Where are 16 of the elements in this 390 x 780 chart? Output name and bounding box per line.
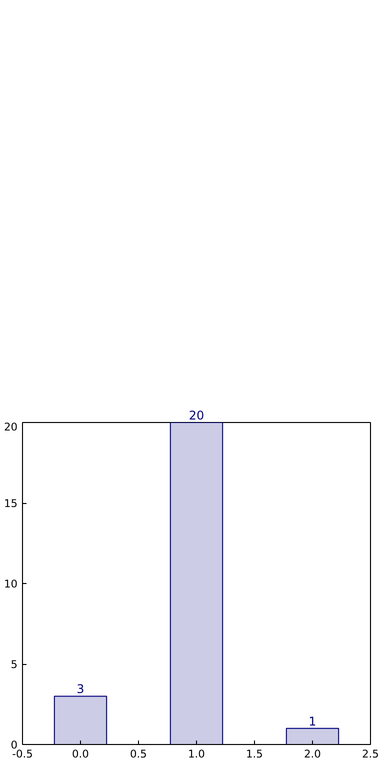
- y-tick-label: 5: [10, 658, 18, 671]
- data-label: 20: [188, 408, 204, 422]
- x-tick-label: 1.0: [188, 748, 206, 760]
- data-label: 1: [308, 714, 316, 728]
- y-tick-label: 15: [4, 497, 18, 510]
- x-tick-label: 0.5: [130, 748, 147, 760]
- x-tick-label: 0.0: [72, 748, 90, 760]
- x-tick-label: 2.0: [304, 748, 322, 760]
- y-tick-label: 10: [4, 578, 18, 590]
- x-tick-label: 2.5: [362, 748, 379, 760]
- x-tick-label: 1.5: [246, 748, 263, 760]
- y-tick-label: 20: [4, 420, 18, 434]
- data-label: 3: [76, 682, 84, 696]
- bar: [170, 422, 224, 744]
- bar: [286, 728, 340, 744]
- bar: [54, 696, 108, 744]
